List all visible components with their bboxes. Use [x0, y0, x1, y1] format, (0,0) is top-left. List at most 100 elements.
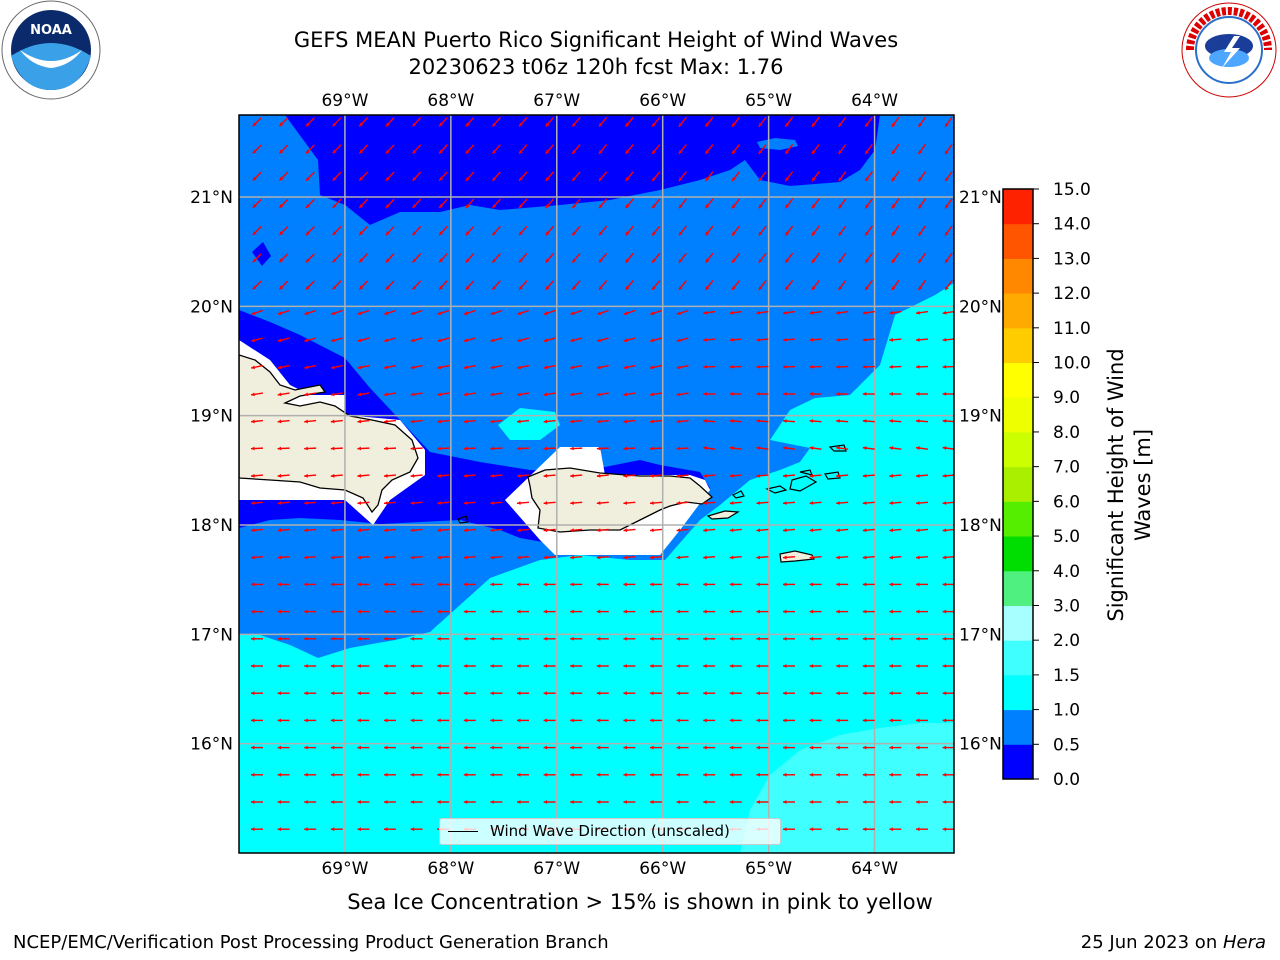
wave-arrow-223 — [437, 337, 450, 343]
wave-arrow-261 — [729, 364, 742, 369]
wave-arrow-348 — [889, 446, 902, 450]
graticule — [239, 115, 954, 853]
wave-arrow-114 — [412, 225, 422, 236]
colorbar-tick-11: 9.0 — [1053, 388, 1080, 408]
wave-arrow-217 — [277, 337, 290, 343]
wave-arrow-466 — [437, 582, 450, 587]
wave-arrow-162 — [252, 280, 262, 290]
wave-arrow-584 — [703, 691, 716, 696]
wave-arrow-387 — [490, 501, 503, 505]
wave-arrow-423 — [729, 528, 742, 533]
wave-arrow-620 — [942, 718, 954, 723]
wave-arrow-300 — [330, 419, 343, 424]
wave-arrow-547 — [437, 664, 450, 668]
wave-arrow-469 — [517, 582, 529, 587]
wave-arrow-567 — [251, 691, 263, 696]
wave-arrow-332 — [463, 446, 476, 451]
wave-arrow-472 — [596, 582, 609, 587]
wave-arrow-703 — [277, 827, 290, 832]
wave-arrow-224 — [463, 337, 476, 343]
wave-arrow-592 — [916, 691, 928, 696]
wave-arrow-138 — [332, 253, 342, 263]
wave-arrow-94 — [598, 198, 608, 209]
wave-arrow-427 — [836, 528, 849, 533]
wave-arrow-482 — [862, 582, 875, 587]
wave-arrow-279 — [490, 392, 503, 397]
wave-arrow-505 — [756, 609, 769, 614]
wave-arrow-723 — [809, 827, 822, 832]
colorbar-bin-13 — [1003, 293, 1033, 329]
wave-arrow-140 — [385, 253, 395, 263]
wave-arrow-531 — [729, 636, 742, 641]
wave-arrow-55 — [278, 171, 289, 182]
wave-arrow-120 — [571, 225, 581, 236]
wave-arrow-170 — [465, 280, 475, 291]
colorbar-tick-8: 6.0 — [1053, 492, 1080, 512]
wave-arrow-203 — [623, 309, 636, 316]
footer-host: Hera — [1222, 932, 1266, 953]
wave-arrow-219 — [330, 337, 343, 343]
wave-arrow-668 — [783, 772, 795, 777]
wave-arrow-147 — [571, 252, 581, 264]
wave-arrow-515 — [304, 636, 317, 641]
wave-arrow-4 — [358, 117, 369, 127]
wave-arrow-189 — [251, 309, 263, 316]
wave-arrow-186 — [891, 279, 900, 291]
wave-arrow-195 — [410, 309, 423, 316]
wave-arrow-650 — [304, 772, 317, 777]
wave-arrow-644 — [862, 745, 875, 750]
wave-arrow-510 — [889, 609, 902, 614]
wave-arrow-220 — [357, 337, 370, 343]
wave-arrow-250 — [437, 364, 450, 370]
wave-arrow-521 — [463, 636, 476, 641]
wave-arrow-432 — [250, 555, 264, 560]
wave-arrow-30 — [332, 144, 342, 155]
wave-arrow-100 — [758, 198, 767, 209]
wave-arrow-361 — [516, 473, 530, 478]
wave-arrow-345 — [809, 446, 822, 450]
wave-arrow-19 — [758, 116, 767, 128]
wave-arrow-439 — [437, 555, 450, 560]
wave-arrow-316 — [756, 419, 769, 423]
wave-arrow-431 — [942, 528, 954, 533]
nws-logo — [1181, 2, 1277, 98]
lat-label-right-3: 18°N — [959, 516, 1002, 536]
wave-arrow-404 — [942, 501, 954, 505]
wave-arrow-504 — [729, 609, 742, 614]
colorbar-tick-15: 13.0 — [1053, 249, 1091, 269]
wave-arrow-229 — [596, 337, 609, 343]
wave-arrow-355 — [357, 473, 370, 478]
wave-arrow-433 — [277, 555, 290, 560]
wave-arrow-705 — [330, 827, 343, 832]
wave-arrow-372 — [809, 473, 822, 478]
wave-arrow-676 — [277, 800, 290, 804]
lon-label-top-2: 67°W — [533, 91, 580, 111]
wave-arrow-408 — [330, 528, 343, 533]
wave-arrow-630 — [490, 745, 503, 750]
wave-arrow-663 — [650, 772, 662, 777]
wave-arrow-513 — [251, 636, 263, 641]
wave-arrow-445 — [596, 555, 609, 560]
wave-arrow-588 — [809, 691, 822, 696]
wave-arrow-476 — [703, 582, 716, 587]
wave-arrow-310 — [596, 419, 609, 424]
wave-arrow-57 — [332, 171, 342, 182]
wave-arrow-702 — [251, 827, 263, 832]
wave-arrow-461 — [304, 582, 317, 587]
wave-arrow-240 — [889, 337, 902, 342]
lat-label-right-5: 16°N — [959, 735, 1002, 755]
wave-arrow-286 — [676, 392, 689, 397]
wave-arrow-337 — [596, 446, 609, 451]
wave-arrow-480 — [809, 582, 822, 587]
wave-arrow-619 — [916, 718, 928, 723]
wave-arrow-539 — [942, 636, 954, 641]
wave-arrow-127 — [758, 225, 767, 236]
wave-arrow-680 — [384, 800, 396, 804]
wave-arrow-563 — [862, 664, 875, 668]
wave-arrow-545 — [384, 664, 396, 668]
wave-arrow-318 — [809, 419, 822, 423]
wave-arrow-71 — [704, 171, 714, 182]
wave-arrow-11 — [545, 117, 555, 127]
wave-arrow-624 — [330, 745, 343, 750]
wave-arrow-247 — [357, 364, 370, 370]
